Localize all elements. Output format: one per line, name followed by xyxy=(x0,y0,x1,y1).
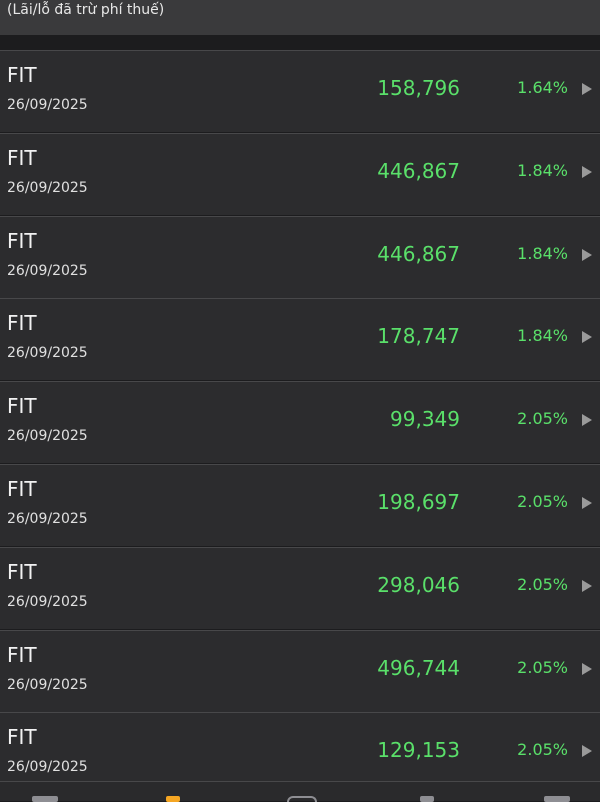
row-arrow xyxy=(582,248,592,261)
profit-percent: 1.84% xyxy=(517,243,568,263)
list-row[interactable]: FIT 26/09/2025 129,153 2.05% xyxy=(0,712,600,795)
list-row[interactable]: FIT 26/09/2025 446,867 1.84% xyxy=(0,215,600,298)
row-arrow xyxy=(582,745,592,758)
profit-amount: 446,867 xyxy=(377,241,460,266)
profit-percent: 1.64% xyxy=(517,78,568,97)
row-arrow xyxy=(582,165,592,178)
symbol: FIT xyxy=(7,559,37,584)
profit-amount: 158,796 xyxy=(377,76,460,100)
nav-icon[interactable] xyxy=(32,796,58,802)
symbol: FIT xyxy=(7,642,37,667)
list-row[interactable]: FIT 26/09/2025 198,697 2.05% xyxy=(0,464,600,546)
symbol: FIT xyxy=(7,311,37,336)
profit-amount: 198,697 xyxy=(377,490,460,514)
header-note: (Lãi/lỗ đã trừ phí thuế) xyxy=(7,2,165,18)
date: 26/09/2025 xyxy=(7,345,88,362)
date: 26/09/2025 xyxy=(7,593,88,610)
profit-percent: 2.05% xyxy=(517,740,568,760)
row-arrow xyxy=(582,579,592,592)
row-arrow xyxy=(582,414,592,427)
symbol: FIT xyxy=(7,145,37,170)
profit-percent: 2.05% xyxy=(517,657,568,677)
profit-amount: 298,046 xyxy=(377,572,460,597)
date: 26/09/2025 xyxy=(7,428,88,445)
date: 26/09/2025 xyxy=(7,97,88,113)
profit-amount: 178,747 xyxy=(377,324,460,349)
date: 26/09/2025 xyxy=(7,511,88,527)
nav-icon[interactable] xyxy=(420,796,434,802)
row-arrow xyxy=(582,331,592,344)
date: 26/09/2025 xyxy=(7,759,88,776)
profit-percent: 2.05% xyxy=(517,409,568,429)
row-arrow xyxy=(582,83,592,95)
profit-percent: 2.05% xyxy=(517,492,568,511)
list-row[interactable]: FIT 26/09/2025 446,867 1.84% xyxy=(0,132,600,215)
header: (Lãi/lỗ đã trừ phí thuế) xyxy=(0,0,600,35)
nav-icon[interactable] xyxy=(544,796,570,802)
date: 26/09/2025 xyxy=(7,179,88,196)
nav-icon[interactable] xyxy=(166,796,180,802)
symbol: FIT xyxy=(7,228,37,253)
list-row[interactable]: FIT 26/09/2025 298,046 2.05% xyxy=(0,546,600,629)
list-row[interactable]: FIT 26/09/2025 496,744 2.05% xyxy=(0,629,600,712)
date: 26/09/2025 xyxy=(7,262,88,279)
list-row[interactable]: FIT 26/09/2025 178,747 1.84% xyxy=(0,298,600,381)
list-row[interactable]: FIT 26/09/2025 99,349 2.05% xyxy=(0,381,600,464)
row-arrow xyxy=(582,662,592,675)
profit-amount: 446,867 xyxy=(377,158,460,183)
bottom-nav xyxy=(0,781,600,802)
profit-amount: 99,349 xyxy=(390,407,460,432)
symbol: FIT xyxy=(7,477,37,501)
symbol: FIT xyxy=(7,63,37,87)
list-row[interactable]: FIT 26/09/2025 158,796 1.64% xyxy=(0,50,600,132)
profit-percent: 1.84% xyxy=(517,160,568,180)
profit-amount: 496,744 xyxy=(377,655,460,680)
nav-icon[interactable] xyxy=(287,796,317,802)
profit-amount: 129,153 xyxy=(377,738,460,763)
symbol: FIT xyxy=(7,725,37,750)
date: 26/09/2025 xyxy=(7,676,88,693)
profit-percent: 1.84% xyxy=(517,326,568,346)
symbol: FIT xyxy=(7,394,37,419)
row-arrow xyxy=(582,497,592,509)
profit-percent: 2.05% xyxy=(517,574,568,594)
